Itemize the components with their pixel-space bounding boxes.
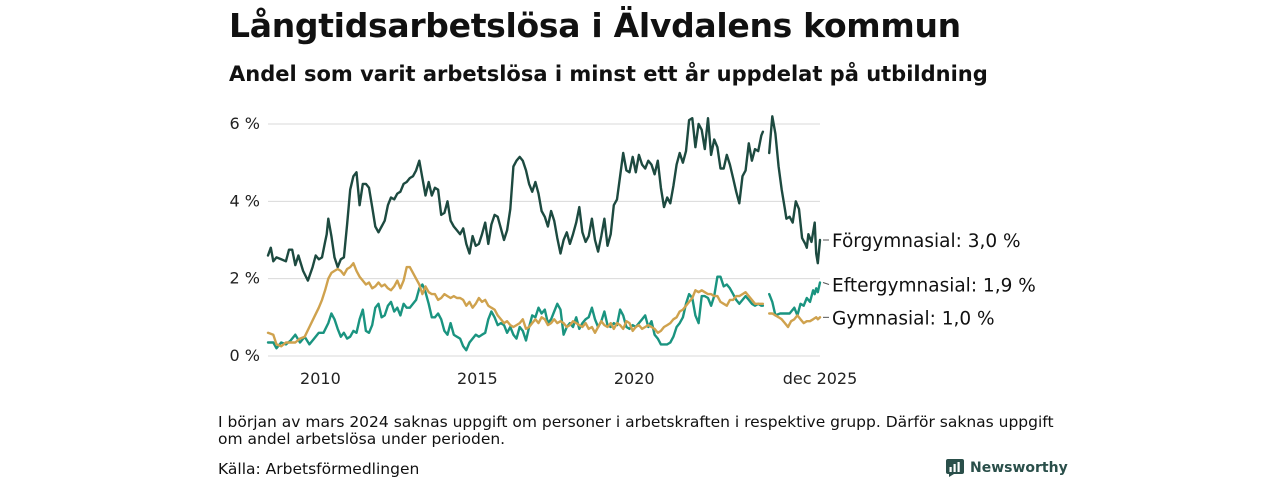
x-tick-label: 2020: [614, 369, 655, 388]
label-leader: [822, 282, 830, 286]
brand-logo: Newsworthy: [946, 458, 1068, 478]
footnote: I början av mars 2024 saknas uppgift om …: [218, 413, 1054, 448]
series-line-förgymnasial: [266, 115, 822, 282]
y-tick-label: 6 %: [230, 114, 260, 133]
series-line-eftergymnasial: [266, 275, 822, 352]
end-label-förgymnasial: Förgymnasial: 3,0 %: [832, 231, 1021, 252]
y-tick-label: 0 %: [230, 346, 260, 365]
chart-title: Långtidsarbetslösa i Älvdalens kommun: [229, 6, 961, 45]
brand-name: Newsworthy: [970, 460, 1068, 476]
chart-subtitle: Andel som varit arbetslösa i minst ett å…: [229, 62, 988, 86]
x-tick-label: dec 2025: [783, 369, 858, 388]
newsworthy-logo-icon: [946, 459, 964, 477]
y-tick-label: 4 %: [230, 191, 260, 210]
line-chart: 0 % 2 % 4 % 6 % 2010 2015 2020 dec 2025 Förgymna…: [230, 114, 1036, 388]
end-label-gymnasial: Gymnasial: 1,0 %: [832, 308, 995, 329]
x-tick-label: 2010: [300, 369, 341, 388]
source-text: Källa: Arbetsförmedlingen: [218, 460, 420, 478]
y-tick-label: 2 %: [230, 269, 260, 288]
x-tick-label: 2015: [457, 369, 498, 388]
end-label-eftergymnasial: Eftergymnasial: 1,9 %: [832, 276, 1036, 297]
series-line-gymnasial: [266, 262, 822, 348]
